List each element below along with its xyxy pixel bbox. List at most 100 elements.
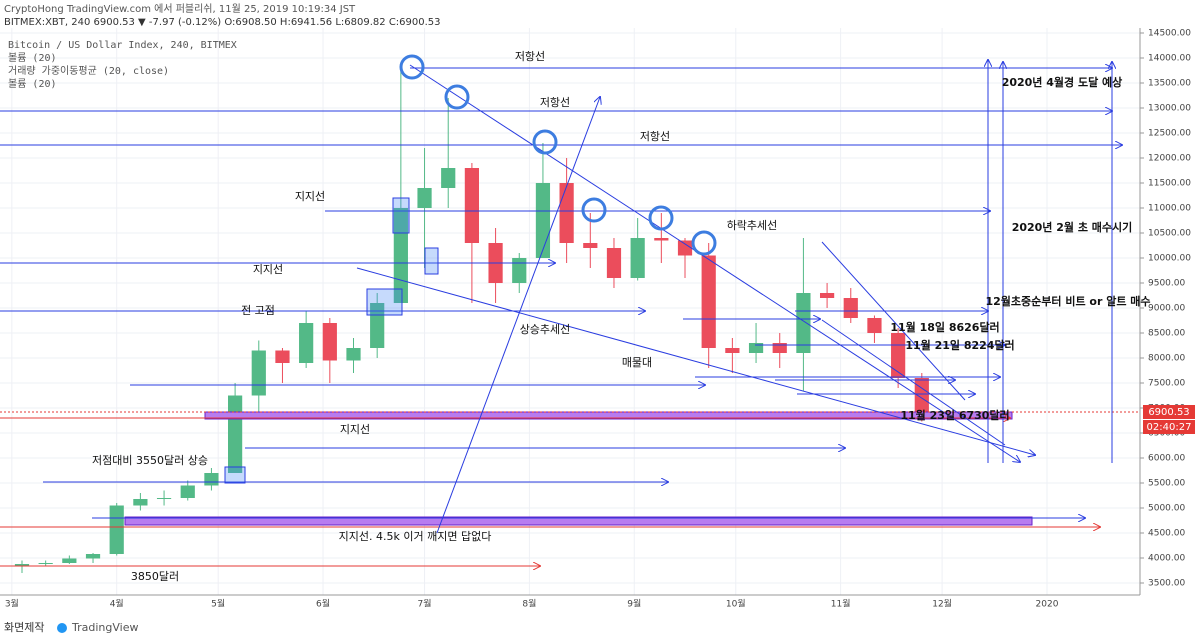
y-tick-label: 12500.00 [1148,129,1191,139]
candles [14,68,929,573]
annotation: 전 고점 [241,304,275,317]
annotation: 12월초중순부터 비트 or 알트 매수 [985,294,1150,308]
logo [57,623,67,633]
annotation: 하락추세선 [727,218,778,232]
x-tick-label: 11월 [831,598,851,610]
trend-line [821,241,966,401]
candle-body [677,240,693,256]
annotation: 저항선 [640,130,670,143]
symbol-line: BITMEX:XBT, 240 6900.53 ▼ -7.97 (-0.12%)… [4,17,441,28]
x-tick-label: 4월 [110,598,124,610]
y-tick-label: 7500.00 [1148,379,1185,389]
candle-body [133,499,148,506]
y-tick-label: 5500.00 [1148,479,1185,489]
candle-body [891,333,906,378]
price-label: 6900.53 [1148,407,1189,418]
candle-body [867,318,882,333]
candle-body [843,298,858,318]
x-tick-label: 8월 [522,598,536,610]
candle-body [156,498,172,499]
y-tick-label: 8500.00 [1148,329,1185,339]
countdown: 02:40:27 [1147,422,1192,433]
candle-body [748,343,764,353]
annotation: 지지선 [295,190,325,203]
candle-body [819,293,835,298]
x-tick-label: 7월 [418,598,432,610]
box [366,288,403,316]
candle-body [417,188,432,208]
countdown-box [1143,420,1195,434]
candle-body [796,293,811,353]
legend: 거래량 가중이동평균 (20, close) [8,65,169,77]
candle-body [275,350,290,363]
header: CryptoHong TradingView.com 에서 퍼블리쉬, 11월 … [4,3,356,15]
candle-body [606,248,622,278]
x-tick-label: 5월 [211,598,225,610]
candle-body [914,378,929,413]
circle [648,205,674,231]
annotation: 11월 23일 6730달러 [900,408,1009,422]
trend-line [436,97,600,534]
circle [444,84,470,110]
y-tick-label: 14500.00 [1148,29,1191,39]
candle-body [204,473,219,486]
candle-body [630,238,645,278]
annotation: 3850달러 [131,570,179,583]
candle-body [512,258,527,283]
y-tick-label: 12000.00 [1148,154,1191,164]
candle-body [62,558,77,563]
annotation: 지지선. 4.5k 이거 깨지면 답없다 [339,530,492,543]
candle-body [464,168,480,243]
x-tick-label: 12월 [932,598,952,610]
annotation: 지지선 [340,423,370,436]
candle-body [38,563,53,564]
x-tick-label: 3월 [5,598,19,610]
candle-body [346,348,361,361]
candle-body [370,303,385,348]
y-tick-label: 3500.00 [1148,579,1185,589]
circle [581,197,607,223]
y-tick-label: 13500.00 [1148,79,1191,89]
footer: TradingView [71,621,138,634]
y-tick-label: 10500.00 [1148,229,1191,239]
annotation: 저항선 [540,96,570,109]
candle-body [180,485,195,498]
header-bg [0,0,1200,28]
annotation: 지지선 [253,263,283,276]
annotation: 2020년 2월 초 매수시기 [1012,220,1133,234]
candle-body [772,343,787,353]
annotation: 11월 18일 8626달러 [890,320,999,334]
candle-body [559,183,574,243]
candle-body [322,323,337,361]
candle-body [251,350,266,396]
trend-line [356,267,1035,455]
box [392,197,410,234]
box [424,247,439,275]
candle-body [85,554,101,559]
annotation: 2020년 4월경 도달 예상 [1002,75,1123,89]
x-tick-label: 9월 [627,598,641,610]
candle-body [441,168,456,188]
y-tick-label: 6000.00 [1148,454,1185,464]
annotation: 저점대비 3550달러 상승 [92,454,208,467]
footer: 화면제작 [4,621,44,634]
drawings [0,54,1140,566]
annotation: 매물대 [622,356,652,369]
trend-line [821,319,1006,446]
price-box [1143,405,1195,419]
candle-body [109,505,124,554]
y-tick-label: 4000.00 [1148,554,1185,564]
y-tick-label: 5000.00 [1148,504,1185,514]
annotation: 11월 21일 8224달러 [905,338,1014,352]
candle-body [654,238,669,241]
legend: 볼륨 (20) [8,78,57,90]
annotation: 상승추세선 [520,323,571,336]
candle-body [725,348,740,353]
y-tick-label: 14000.00 [1148,54,1191,64]
zone [124,516,1033,526]
y-tick-label: 13000.00 [1148,104,1191,114]
legend: 볼륨 (20) [8,52,57,64]
candle-body [299,323,314,363]
y-tick-label: 11500.00 [1148,179,1191,189]
